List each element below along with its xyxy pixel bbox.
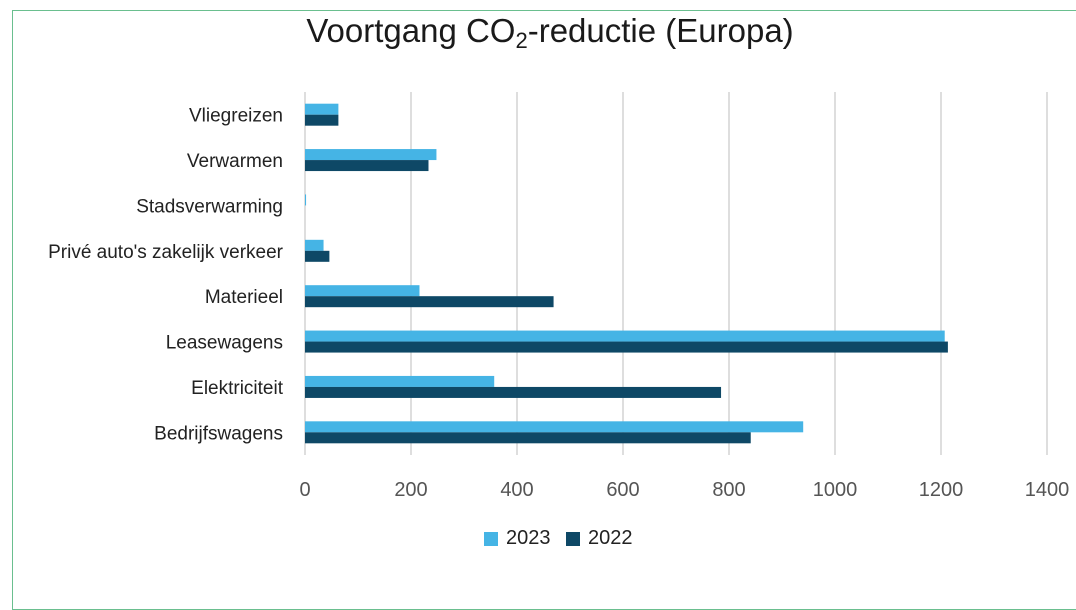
x-tick-labels: 0 200 400 600 800 1000 1200 1400 xyxy=(299,479,1069,501)
bar-2022 xyxy=(305,160,429,172)
bar-chart: Vliegreizen Verwarmen Stadsverwarming Privé… xyxy=(48,92,1069,501)
category-label: Verwarmen xyxy=(187,151,283,172)
legend-label-2022: 2022 xyxy=(588,527,633,549)
x-tick-label: 600 xyxy=(606,479,639,501)
chart-title: Voortgang CO2-reductie (Europa) xyxy=(0,12,1076,54)
title-prefix: Voortgang CO xyxy=(306,12,516,49)
category-label: Bedrijfswagens xyxy=(154,423,283,444)
x-tick-label: 1000 xyxy=(813,479,858,501)
x-tick-label: 1400 xyxy=(1025,479,1070,501)
legend-label-2023: 2023 xyxy=(506,527,551,549)
x-tick-label: 0 xyxy=(299,479,310,501)
bar-2023 xyxy=(305,194,307,206)
category-label: Vliegreizen xyxy=(189,106,283,127)
bar-2022 xyxy=(305,386,722,398)
category-label: Privé auto's zakelijk verkeer xyxy=(48,242,284,263)
gridlines xyxy=(304,92,1048,455)
category-label: Leasewagens xyxy=(166,333,283,354)
x-tick-label: 1200 xyxy=(919,479,964,501)
category-label: Stadsverwarming xyxy=(136,196,283,217)
bar-2023 xyxy=(305,375,495,387)
bar-2022 xyxy=(305,341,948,353)
title-subscript: 2 xyxy=(515,28,528,53)
title-suffix: -reductie (Europa) xyxy=(527,12,794,49)
bar-2023 xyxy=(305,149,437,161)
x-tick-label: 400 xyxy=(500,479,533,501)
category-label: Elektriciteit xyxy=(191,378,284,399)
bar-2022 xyxy=(305,250,330,262)
legend-swatch-2023 xyxy=(484,531,498,546)
bar-2023 xyxy=(305,239,324,251)
bar-2023 xyxy=(305,285,420,297)
bar-2022 xyxy=(305,296,554,308)
bar-2022 xyxy=(305,432,751,444)
category-labels: Vliegreizen Verwarmen Stadsverwarming Privé… xyxy=(48,106,284,445)
bar-2022 xyxy=(305,114,339,126)
x-tick-label: 200 xyxy=(394,479,427,501)
bars xyxy=(305,103,948,444)
category-label: Materieel xyxy=(205,287,283,308)
legend-swatch-2022 xyxy=(566,531,580,546)
legend-item-2022: 2022 xyxy=(566,527,633,550)
x-tick-label: 800 xyxy=(712,479,745,501)
legend-item-2023: 2023 xyxy=(484,527,551,550)
bar-2023 xyxy=(305,103,339,115)
bar-2023 xyxy=(305,421,804,433)
bar-2023 xyxy=(305,330,945,342)
